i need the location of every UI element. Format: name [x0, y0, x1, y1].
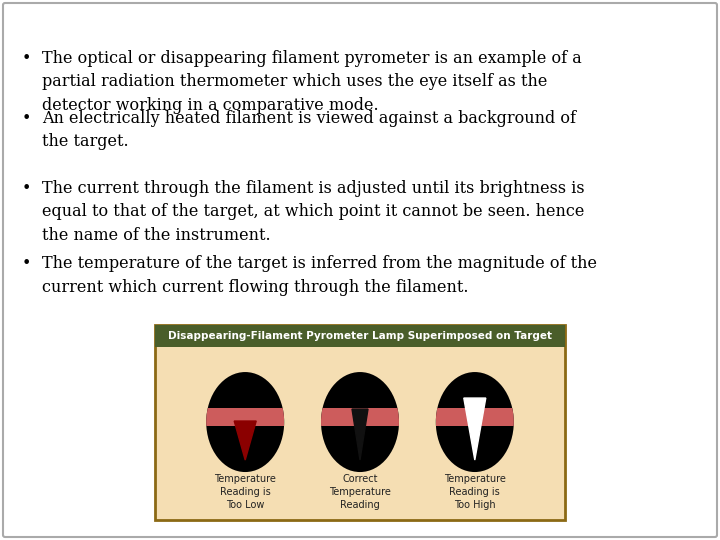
- Text: The current through the filament is adjusted until its brightness is
equal to th: The current through the filament is adju…: [42, 180, 585, 244]
- Polygon shape: [352, 409, 368, 460]
- Text: The temperature of the target is inferred from the magnitude of the
current whic: The temperature of the target is inferre…: [42, 255, 597, 295]
- Text: Temperature
Reading is
Too Low: Temperature Reading is Too Low: [215, 474, 276, 510]
- FancyBboxPatch shape: [3, 3, 717, 537]
- Text: •: •: [22, 50, 32, 67]
- Bar: [436, 408, 514, 426]
- Text: •: •: [22, 255, 32, 272]
- Text: The optical or disappearing filament pyrometer is an example of a
partial radiat: The optical or disappearing filament pyr…: [42, 50, 582, 114]
- Text: Correct
Temperature
Reading: Correct Temperature Reading: [329, 474, 391, 510]
- Text: An electrically heated filament is viewed against a background of
the target.: An electrically heated filament is viewe…: [42, 110, 576, 151]
- Ellipse shape: [321, 372, 399, 472]
- Bar: [155, 325, 565, 520]
- Ellipse shape: [206, 372, 284, 472]
- Ellipse shape: [436, 372, 514, 472]
- Text: Temperature
Reading is
Too High: Temperature Reading is Too High: [444, 474, 505, 510]
- Polygon shape: [464, 398, 486, 460]
- Bar: [206, 408, 284, 426]
- Text: •: •: [22, 110, 32, 127]
- Text: Disappearing-Filament Pyrometer Lamp Superimposed on Target: Disappearing-Filament Pyrometer Lamp Sup…: [168, 331, 552, 341]
- Text: •: •: [22, 180, 32, 197]
- Polygon shape: [234, 421, 256, 460]
- Bar: [321, 408, 399, 426]
- Bar: [155, 325, 565, 347]
